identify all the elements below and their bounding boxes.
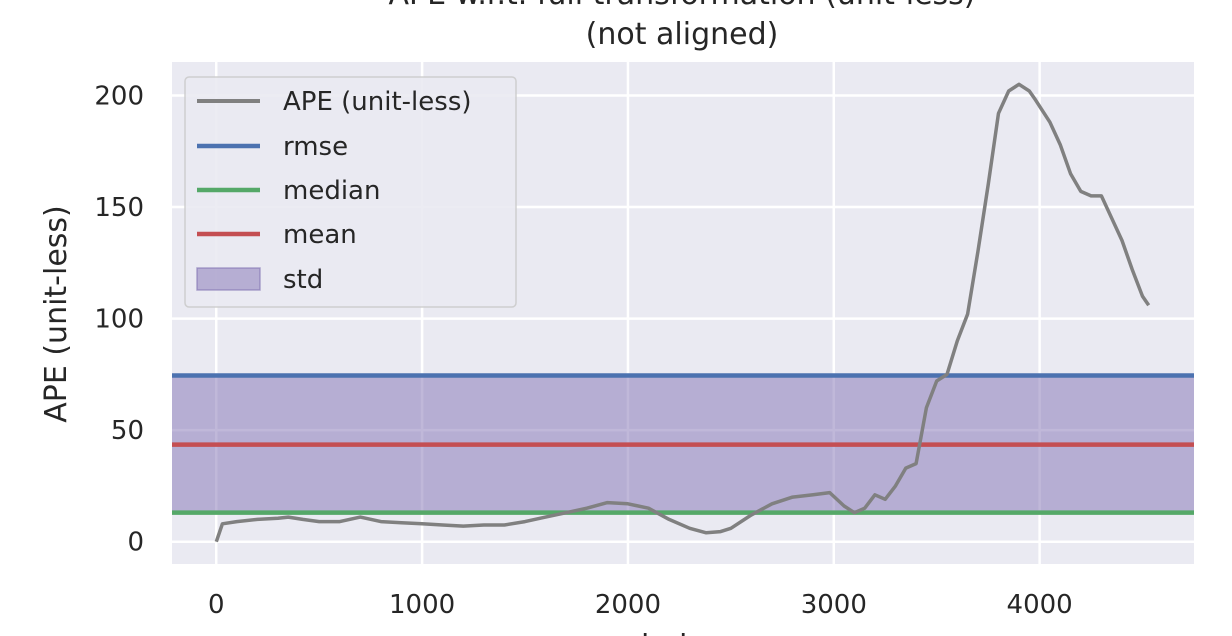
y-tick-labels: 0 50 100 150 200 xyxy=(94,81,144,557)
x-tick-label-0: 0 xyxy=(208,590,225,620)
legend-label-rmse: rmse xyxy=(283,132,348,162)
chart-title-line2: (not aligned) xyxy=(586,17,779,52)
x-tick-label-4: 4000 xyxy=(1007,590,1073,620)
y-tick-label-0: 0 xyxy=(127,528,144,558)
legend-label-std: std xyxy=(283,265,323,295)
series-group xyxy=(214,82,1151,543)
x-tick-labels: 0 1000 2000 3000 4000 xyxy=(208,590,1073,620)
y-tick-label-1: 50 xyxy=(111,416,144,446)
legend: APE (unit-less) rmse median mean std xyxy=(184,76,517,308)
x-axis-label: index xyxy=(641,629,723,636)
x-tick-label-2: 2000 xyxy=(595,590,661,620)
legend-swatch-std xyxy=(196,267,261,291)
chart-title-line1: APE w.r.t. full transformation (unit-les… xyxy=(388,0,975,12)
y-tick-label-4: 200 xyxy=(94,81,144,111)
x-tick-label-1: 1000 xyxy=(389,590,455,620)
y-axis-label: APE (unit-less) xyxy=(39,205,74,423)
x-tick-label-3: 3000 xyxy=(801,590,867,620)
y-tick-label-3: 150 xyxy=(94,193,144,223)
legend-label-ape: APE (unit-less) xyxy=(283,87,472,117)
stat-lines xyxy=(172,373,1194,515)
legend-label-median: median xyxy=(283,176,380,206)
legend-box xyxy=(184,76,517,308)
ape-series-line xyxy=(214,82,1151,543)
y-tick-label-2: 100 xyxy=(94,305,144,335)
legend-label-mean: mean xyxy=(283,220,357,250)
